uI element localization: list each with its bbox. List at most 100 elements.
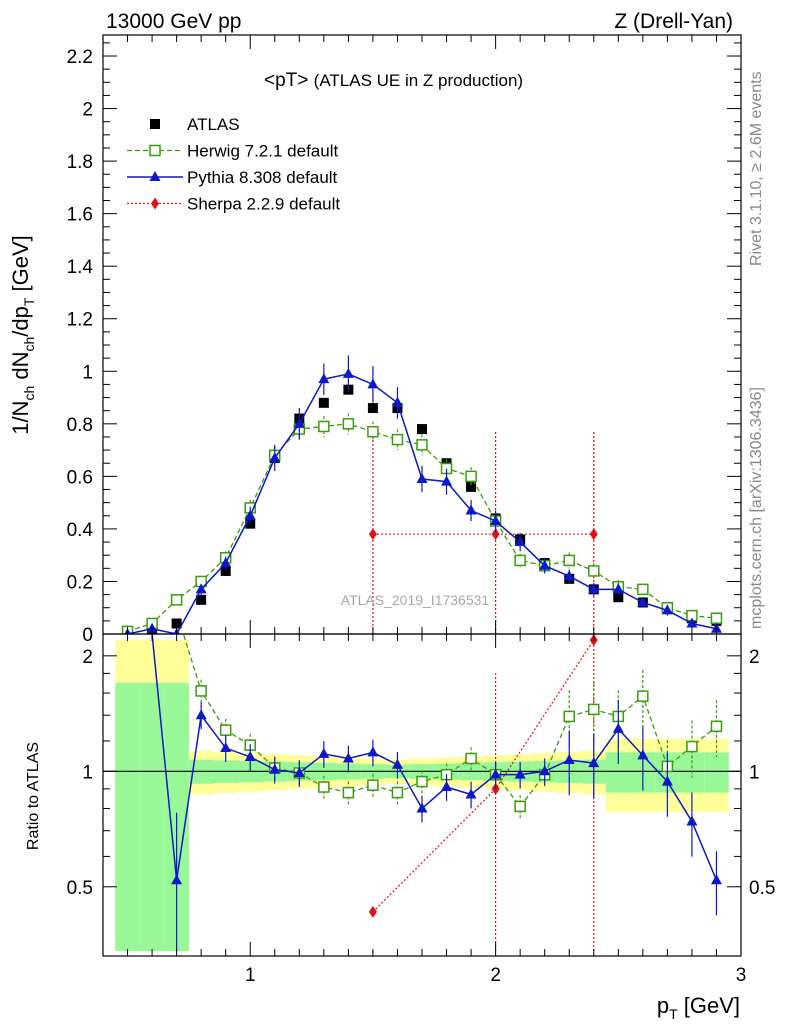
- pythia-point: [490, 515, 502, 526]
- pythia-ratio-point: [465, 788, 477, 799]
- atlas-point: [171, 618, 182, 629]
- legend-entry: Herwig 7.2.1 default: [127, 142, 338, 161]
- pythia-point: [661, 604, 673, 615]
- side-label-rivet: Rivet 3.1.10, ≥ 2.6M events: [748, 71, 765, 266]
- y-tick-label: 1.2: [67, 310, 93, 331]
- pythia-ratio-point: [514, 768, 526, 779]
- pythia-point: [391, 396, 403, 407]
- pythia-point: [293, 417, 305, 428]
- herwig-point: [710, 612, 723, 624]
- herwig-ratio-point: [588, 703, 600, 716]
- pythia-point: [514, 536, 526, 547]
- atlas-point: [318, 397, 329, 408]
- legend-marker-herwig: [149, 144, 161, 157]
- pythia-point: [416, 472, 428, 483]
- watermark: ATLAS_2019_I1736531: [341, 592, 490, 608]
- legend-entry: ATLAS: [150, 115, 240, 134]
- pythia-point: [195, 583, 207, 594]
- herwig-point: [170, 594, 183, 606]
- pythia-point: [612, 583, 624, 594]
- title-main: <pT>: [264, 70, 308, 91]
- y-tick-label: 0.6: [67, 467, 93, 488]
- ratio-y-tick-label: 1: [82, 762, 93, 783]
- pythia-point: [244, 509, 256, 520]
- ratio-y-tick-label-right: 0.5: [749, 878, 775, 899]
- pythia-point: [441, 475, 453, 486]
- y-tick-label: 2: [82, 100, 93, 121]
- header-right: Z (Drell-Yan): [614, 10, 733, 33]
- y-tick-label: 0.4: [67, 520, 94, 541]
- herwig-ratio-point: [710, 720, 723, 733]
- pythia-point: [269, 451, 281, 462]
- pythia-ratio-point: [416, 802, 428, 813]
- herwig-ratio-point: [172, 607, 182, 617]
- sherpa-point: [589, 528, 598, 541]
- pythia-ratio-point: [612, 722, 624, 733]
- herwig-ratio-point: [465, 752, 477, 765]
- pythia-ratio-point: [539, 765, 551, 776]
- atlas-point: [196, 594, 207, 605]
- pythia-point: [465, 504, 477, 515]
- y-tick-label: 0: [82, 625, 93, 646]
- pythia-ratio-point: [661, 775, 673, 786]
- pythia-ratio-point: [293, 766, 305, 777]
- x-tick-label: 2: [490, 965, 501, 986]
- pythia-ratio-point: [686, 815, 698, 826]
- atlas-point: [417, 424, 427, 435]
- herwig-ratio-line: [182, 634, 717, 808]
- herwig-ratio-point: [637, 690, 649, 702]
- pythia-ratio-point: [171, 874, 183, 885]
- pythia-point: [563, 570, 575, 581]
- herwig-ratio-point: [563, 710, 575, 723]
- pythia-ratio-lead: [151, 634, 178, 881]
- plot-title: <pT> (ATLAS UE in Z production): [264, 70, 523, 91]
- legend-label: Herwig 7.2.1 default: [187, 142, 338, 161]
- atlas-point: [367, 403, 378, 414]
- herwig-point: [342, 418, 355, 430]
- legend-entry: Pythia 8.308 default: [127, 168, 338, 187]
- legend-label: Pythia 8.308 default: [187, 168, 338, 187]
- pythia-point: [342, 367, 354, 378]
- legend-marker-pythia: [149, 171, 161, 181]
- svg-text:pT [GeV]: pT [GeV]: [657, 993, 740, 1022]
- x-axis-label: pT [GeV]: [657, 993, 740, 1022]
- pythia-point: [588, 583, 600, 594]
- pythia-ratio-point: [588, 757, 600, 768]
- svg-text:<pT> (ATLAS UE in Z production: <pT> (ATLAS UE in Z production): [264, 70, 523, 91]
- y-tick-label: 1.8: [67, 152, 93, 173]
- herwig-point: [514, 554, 526, 567]
- header-left: 13000 GeV pp: [106, 10, 241, 33]
- herwig-ratio-point: [342, 786, 355, 799]
- legend-marker-atlas: [150, 119, 160, 129]
- ratio-band-inner: [704, 752, 729, 793]
- y-tick-label: 1: [82, 362, 93, 383]
- atlas-point: [220, 565, 231, 576]
- herwig-point: [416, 439, 428, 451]
- atlas-point: [466, 481, 477, 492]
- sherpa-point: [368, 528, 377, 541]
- pythia-point: [637, 596, 649, 607]
- herwig-ratio-point: [195, 685, 207, 697]
- y-tick-label: 0.2: [67, 572, 93, 593]
- pythia-ratio-point: [220, 742, 232, 753]
- ratio-y-tick-label: 2: [82, 647, 93, 668]
- pythia-ratio-point: [367, 746, 379, 757]
- herwig-ratio-point: [367, 779, 379, 791]
- ratio-y-tick-label: 0.5: [67, 878, 93, 899]
- pythia-ratio-point: [269, 763, 281, 774]
- herwig-ratio-point: [686, 740, 698, 753]
- side-label-mcplots: mcplots.cern.ch [arXiv:1306.3436]: [748, 387, 765, 629]
- herwig-ratio-point: [318, 781, 330, 793]
- herwig-ratio-point: [514, 800, 526, 813]
- svg-text:1/Nch dNch/dpT [GeV]: 1/Nch dNch/dpT [GeV]: [8, 235, 37, 435]
- herwig-point: [588, 565, 600, 577]
- sherpa-ratio-point: [368, 905, 377, 918]
- y-tick-label: 1.6: [67, 205, 93, 226]
- pythia-point: [220, 557, 232, 568]
- pythia-ratio-point: [318, 747, 330, 758]
- pythia-point: [318, 373, 330, 384]
- legend-label: Sherpa 2.2.9 default: [187, 195, 340, 214]
- herwig-point: [465, 470, 477, 483]
- herwig-ratio-point: [219, 724, 232, 736]
